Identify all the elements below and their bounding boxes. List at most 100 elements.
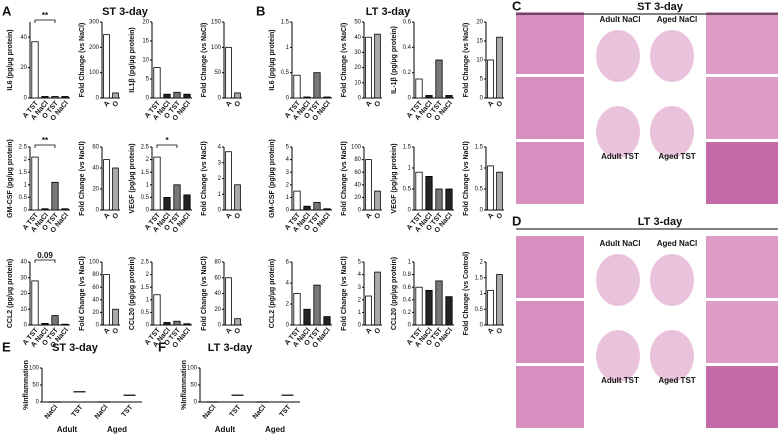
- y-tick-label: 40: [92, 166, 99, 172]
- x-tick-label: TST: [279, 403, 293, 418]
- y-tick-label: 0: [96, 96, 100, 102]
- y-tick-label: 200: [89, 45, 100, 51]
- bar: [293, 190, 301, 211]
- y-tick-label: 1: [146, 182, 150, 188]
- bar: [365, 295, 372, 326]
- y-tick-label: 0: [480, 96, 484, 102]
- bar: [112, 167, 119, 211]
- x-tick-label: A: [103, 100, 112, 108]
- y-tick-label: 4: [286, 157, 290, 163]
- y-tick-label: 20: [20, 291, 27, 297]
- y-tick-label: 0: [286, 96, 290, 102]
- histology-image: [706, 301, 778, 363]
- histology-image: [706, 236, 778, 298]
- y-tick-label: 0.5: [281, 70, 290, 76]
- bar: [374, 33, 381, 99]
- histology-label: Adult TST: [601, 376, 639, 385]
- y-tick-label: 0.5: [141, 195, 150, 201]
- y-axis-label: Fold Change (vs NaCl): [79, 141, 86, 216]
- y-axis-label: IL-1β (pg/µg protein): [391, 26, 398, 94]
- bar: [445, 296, 453, 326]
- x-tick-label: NaCl: [252, 404, 268, 421]
- y-tick-label: 100: [29, 366, 40, 372]
- bar: [41, 96, 49, 99]
- x-tick-label: O: [234, 327, 243, 336]
- bar: [103, 34, 110, 99]
- histology-image: [516, 12, 584, 74]
- y-axis-label: CCL2 (pg/µg protein): [7, 259, 14, 328]
- y-tick-label: 2.5: [141, 145, 150, 151]
- bar: [31, 280, 39, 326]
- bar: [323, 316, 331, 326]
- y-tick-label: 60: [214, 275, 221, 281]
- y-tick-label: 40: [214, 291, 221, 297]
- y-tick-label: 4: [218, 145, 222, 151]
- y-axis-label: VEGF (pg/µg protein): [129, 143, 136, 213]
- bar: [112, 308, 119, 326]
- bar: [51, 96, 59, 99]
- y-tick-label: 0: [286, 208, 290, 214]
- y-tick-label: 300: [89, 20, 100, 26]
- x-tick-label: O: [234, 100, 243, 109]
- bar: [374, 190, 381, 211]
- y-tick-label: 5: [146, 77, 150, 83]
- y-tick-label: 1: [408, 260, 412, 266]
- panel-letter: E: [2, 339, 11, 354]
- significance-bracket: [34, 19, 56, 23]
- y-tick-label: 60: [92, 145, 99, 151]
- y-tick-label: 60: [354, 170, 361, 176]
- bar: [183, 93, 191, 99]
- bar: [365, 159, 372, 211]
- panel-title: LT 3-day: [366, 6, 411, 18]
- y-tick-label: 1: [146, 297, 150, 303]
- group-label: Adult: [215, 425, 236, 434]
- y-tick-label: 2.5: [141, 260, 150, 266]
- y-tick-label: 0: [408, 208, 412, 214]
- panel-title: ST 3-day: [52, 342, 99, 354]
- y-tick-label: 20: [142, 20, 149, 26]
- bar: [425, 175, 433, 211]
- x-tick-label: A: [365, 212, 374, 220]
- y-tick-label: 4: [358, 272, 362, 278]
- x-tick-label: O: [496, 212, 505, 221]
- bar: [496, 274, 503, 326]
- bar: [112, 92, 119, 99]
- bar: [153, 156, 161, 211]
- y-axis-label: CCL20 (pg/µg protein): [129, 257, 136, 330]
- panel-letter: B: [256, 3, 265, 18]
- y-tick-label: 2: [480, 260, 484, 266]
- y-tick-label: 15: [476, 39, 483, 45]
- significance-bracket: [34, 259, 56, 263]
- x-tick-label: A: [487, 212, 496, 220]
- y-tick-label: 0: [194, 400, 198, 406]
- y-tick-label: 10: [20, 307, 27, 313]
- y-tick-label: 0: [358, 208, 362, 214]
- histology-image: [516, 366, 584, 428]
- tissue-section: [596, 254, 640, 306]
- y-tick-label: 40: [92, 297, 99, 303]
- y-axis-label: IL6 (pg/µg protein): [7, 29, 14, 90]
- y-tick-label: 80: [214, 260, 221, 266]
- y-tick-label: 30: [354, 50, 361, 56]
- bar: [41, 208, 49, 211]
- y-tick-label: 1.5: [475, 275, 484, 281]
- y-tick-label: 0.6: [403, 285, 412, 291]
- y-axis-label: %Inflammation: [23, 360, 30, 410]
- y-tick-label: 80: [354, 157, 361, 163]
- y-axis-label: Fold Change (vs NaCl): [463, 23, 470, 98]
- y-tick-label: 0.6: [403, 20, 412, 26]
- y-tick-label: 20: [20, 65, 27, 71]
- bar: [163, 196, 171, 211]
- y-tick-label: 40: [354, 35, 361, 41]
- y-axis-label: Fold Change (vs NaCl): [341, 23, 348, 98]
- y-tick-label: 0.5: [475, 187, 484, 193]
- y-tick-label: 3: [218, 160, 222, 166]
- bar: [425, 95, 433, 99]
- bar: [153, 67, 161, 99]
- y-tick-label: 2.5: [19, 145, 28, 151]
- y-tick-label: 10: [354, 80, 361, 86]
- histology-label: Adult NaCl: [600, 239, 641, 248]
- histology-image: [516, 77, 584, 139]
- y-tick-label: 40: [20, 35, 27, 41]
- y-axis-label: Fold Change (vs NaCl): [79, 256, 86, 331]
